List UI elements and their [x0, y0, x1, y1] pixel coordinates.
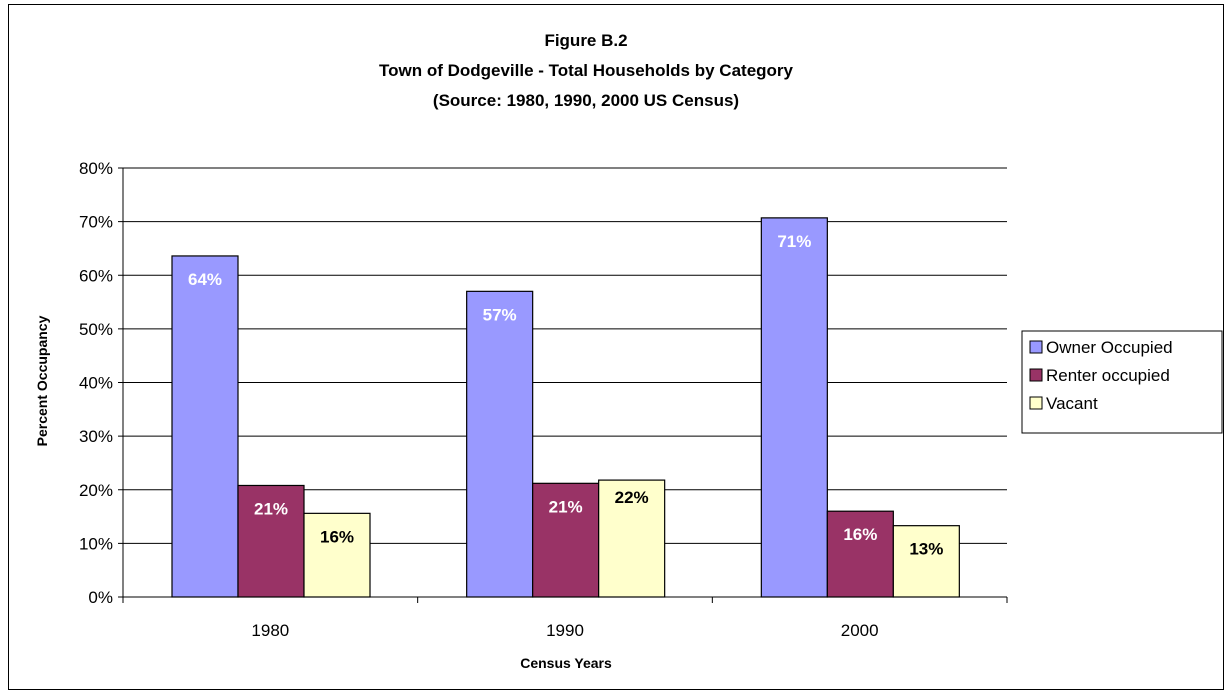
bar-vacant-1990	[598, 479, 666, 598]
legend-label: Renter occupied	[1046, 366, 1170, 385]
y-tick-label: 10%	[79, 534, 113, 553]
data-label: 13%	[909, 540, 943, 559]
bars	[171, 217, 960, 598]
y-tick-label: 70%	[79, 213, 113, 232]
data-label: 21%	[549, 497, 583, 516]
data-label: 16%	[843, 525, 877, 544]
y-tick-label: 40%	[79, 374, 113, 393]
bar-owner-occupied-1980	[171, 255, 239, 598]
y-tick-label: 50%	[79, 320, 113, 339]
chart-title: Figure B.2 Town of Dodgeville - Total Ho…	[379, 31, 794, 110]
data-label: 57%	[483, 305, 517, 324]
y-tick-label: 30%	[79, 427, 113, 446]
data-label: 64%	[188, 270, 222, 289]
data-label: 22%	[615, 488, 649, 507]
x-tick-label: 1990	[546, 621, 584, 640]
bar-owner-occupied-1990	[466, 290, 534, 598]
chart-title-line-1: Figure B.2	[544, 31, 627, 50]
bar-vacant-2000	[892, 525, 960, 598]
legend-swatch	[1029, 368, 1043, 382]
data-label: 16%	[320, 527, 354, 546]
legend-box	[1021, 330, 1223, 434]
data-label: 71%	[777, 232, 811, 251]
x-axis-title: Census Years	[520, 655, 612, 671]
bar-vacant-1980	[303, 512, 371, 598]
chart-title-line-3: (Source: 1980, 1990, 2000 US Census)	[433, 91, 739, 110]
chart-title-line-2: Town of Dodgeville - Total Households by…	[379, 61, 794, 80]
y-tick-label: 80%	[79, 159, 113, 178]
legend-label: Vacant	[1046, 394, 1098, 413]
data-labels: 64% 21% 16% 57% 21% 22% 71% 16% 13%	[188, 232, 943, 559]
y-tick-label: 20%	[79, 481, 113, 500]
legend-label: Owner Occupied	[1046, 338, 1173, 357]
x-axis-ticks: 1980 1990 2000	[122, 597, 1008, 640]
legend-swatch	[1029, 340, 1043, 354]
bar-renter-occupied-1980	[237, 484, 305, 598]
x-tick-label: 1980	[251, 621, 289, 640]
bar-owner-occupied-2000	[760, 217, 828, 598]
y-axis-ticks: 0% 10% 20% 30% 40% 50% 60% 70% 80%	[79, 159, 123, 607]
legend: Owner Occupied Renter occupied Vacant	[1021, 330, 1223, 434]
legend-swatch	[1029, 396, 1043, 410]
y-tick-label: 60%	[79, 266, 113, 285]
y-axis-title: Percent Occupancy	[34, 315, 50, 446]
data-label: 21%	[254, 499, 288, 518]
y-tick-label: 0%	[88, 588, 113, 607]
bar-renter-occupied-2000	[826, 510, 894, 598]
x-tick-label: 2000	[841, 621, 879, 640]
